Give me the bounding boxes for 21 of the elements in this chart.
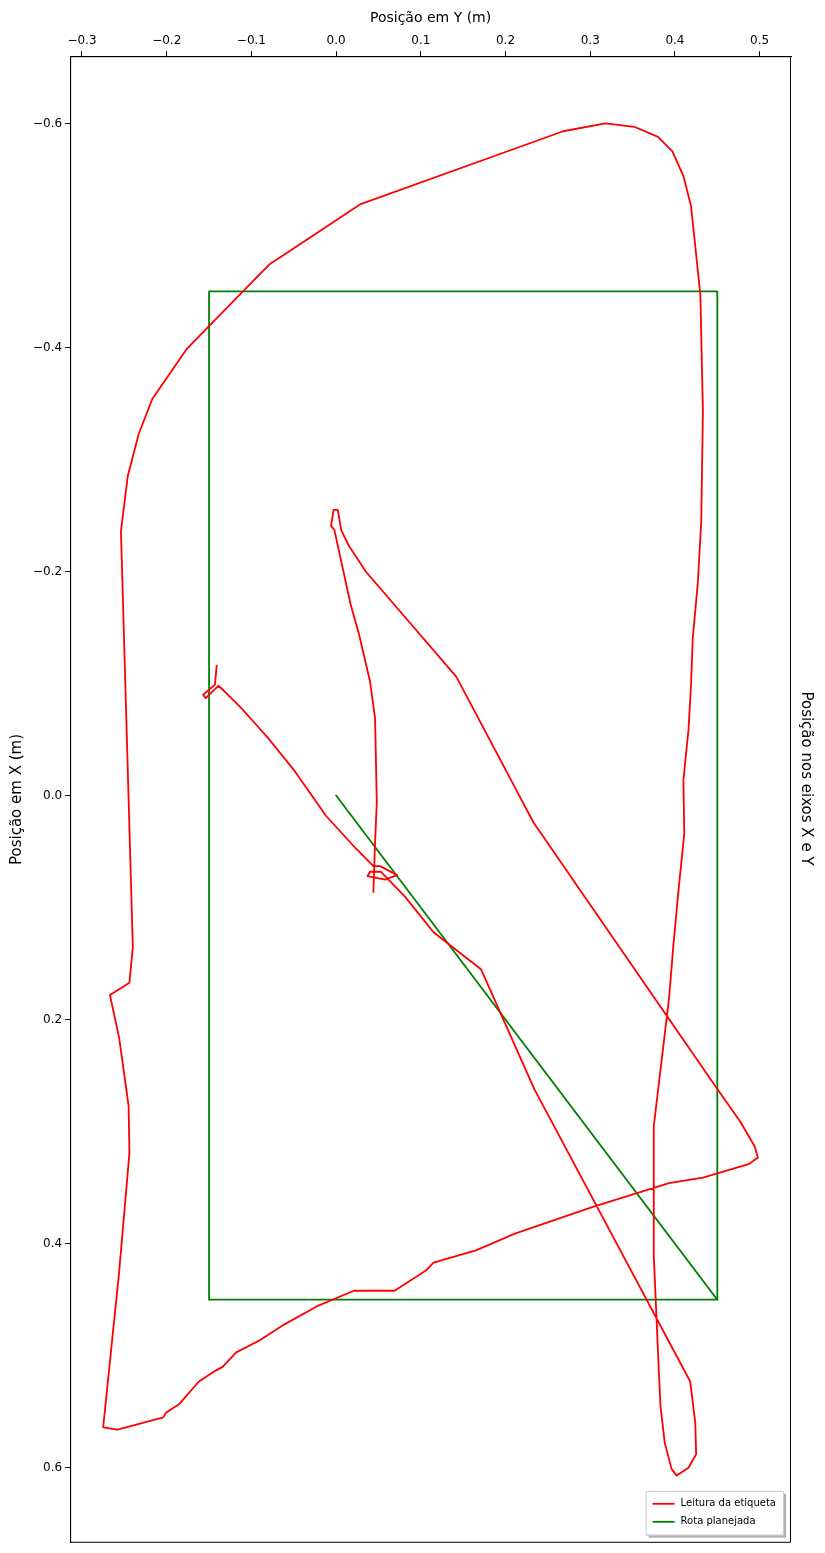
legend-label: Leitura da etiqueta bbox=[680, 1497, 777, 1509]
y-tick-label: −0.2 bbox=[33, 563, 63, 578]
x-tick-label: 0.0 bbox=[326, 33, 346, 48]
y-tick-label: −0.4 bbox=[33, 339, 63, 354]
y-tick-label: 0.6 bbox=[43, 1459, 63, 1474]
y-tick-label: −0.6 bbox=[33, 115, 63, 130]
x-tick-label: 0.2 bbox=[495, 33, 516, 48]
legend-label: Rota planejada bbox=[680, 1515, 756, 1527]
x-tick-label: −0.3 bbox=[67, 33, 97, 48]
y-tick-label: 0.4 bbox=[43, 1235, 63, 1250]
x-tick-label: −0.2 bbox=[152, 33, 182, 48]
x-tick-label: 0.5 bbox=[750, 33, 770, 48]
y-axis-title: Posição em X (m) bbox=[6, 733, 25, 866]
y-tick-label: 0.2 bbox=[43, 1011, 63, 1026]
x-tick-label: 0.3 bbox=[580, 33, 600, 48]
x-tick-label: 0.1 bbox=[411, 33, 431, 48]
x-axis-title: Posição em Y (m) bbox=[369, 9, 492, 26]
x-tick-label: −0.1 bbox=[236, 33, 266, 48]
x-tick-label: 0.4 bbox=[665, 33, 685, 48]
y-tick-label: 0.0 bbox=[43, 787, 63, 802]
text: Posição nos eixos X e Y bbox=[798, 691, 817, 867]
